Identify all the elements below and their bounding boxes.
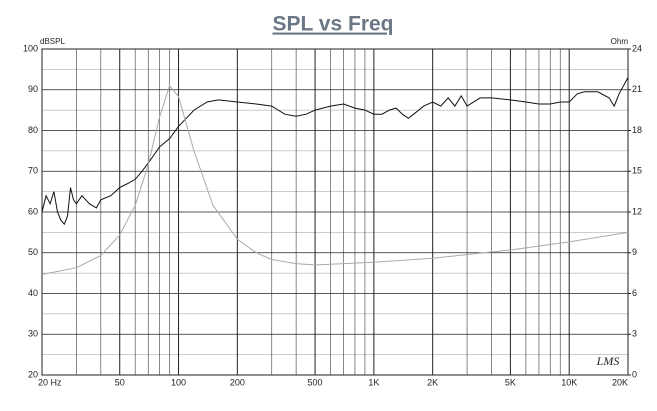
- y2-tick-label: 24: [632, 43, 642, 53]
- x-tick-label: 100: [171, 377, 186, 387]
- x-tick-label: 20 Hz: [38, 377, 62, 387]
- y2-tick-label: 18: [632, 125, 642, 135]
- y-axis-label: dBSPL: [40, 37, 65, 46]
- x-tick-label: 2K: [427, 377, 438, 387]
- y-tick-label: 90: [28, 84, 38, 94]
- x-tick-label: 1K: [368, 377, 379, 387]
- y-tick-label: 50: [28, 247, 38, 257]
- annotation: LMS: [596, 354, 620, 368]
- y-tick-label: 60: [28, 206, 38, 216]
- y-tick-label: 40: [28, 288, 38, 298]
- y2-tick-label: 6: [632, 288, 637, 298]
- y-tick-label: 30: [28, 329, 38, 339]
- x-tick-label: 5K: [505, 377, 516, 387]
- y-tick-label: 70: [28, 166, 38, 176]
- y2-tick-label: 15: [632, 166, 642, 176]
- y2-tick-label: 21: [632, 84, 642, 94]
- series-line: [41, 77, 629, 226]
- y2-tick-label: 12: [632, 206, 642, 216]
- y2-tick-label: 3: [632, 329, 637, 339]
- x-tick-label: 10K: [561, 377, 577, 387]
- y-tick-label: 20: [28, 369, 38, 379]
- y-tick-label: 80: [28, 125, 38, 135]
- x-tick-label: 20K: [612, 377, 628, 387]
- x-tick-label: 500: [308, 377, 323, 387]
- series-line: [41, 84, 629, 275]
- y2-tick-label: 9: [632, 247, 637, 257]
- chart-title: SPL vs Freq: [273, 13, 394, 36]
- y2-tick-label: 0: [632, 369, 637, 379]
- x-tick-label: 200: [230, 377, 245, 387]
- y2-axis-label: Ohm: [611, 37, 629, 46]
- y-tick-label: 100: [23, 43, 38, 53]
- x-tick-label: 50: [115, 377, 125, 387]
